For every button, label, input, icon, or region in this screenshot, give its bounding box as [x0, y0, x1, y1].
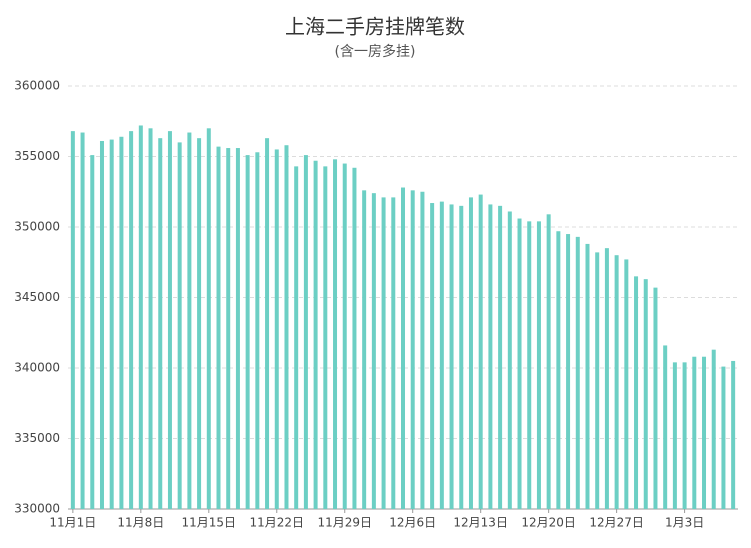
bar: [90, 155, 95, 509]
bar: [255, 152, 260, 509]
bar: [206, 128, 211, 510]
x-tick-label: 1月3日: [665, 516, 704, 530]
bar: [634, 276, 639, 509]
bar: [468, 197, 473, 509]
x-tick-label: 11月8日: [117, 516, 164, 530]
bar: [197, 138, 202, 510]
bar: [401, 187, 405, 509]
bar: [352, 167, 357, 509]
bar: [420, 191, 425, 509]
bar: [663, 345, 668, 509]
bar: [731, 360, 736, 509]
bar: [294, 166, 299, 509]
bar: [488, 204, 493, 509]
bar: [643, 279, 648, 509]
bar: [70, 131, 75, 509]
bar: [119, 136, 124, 509]
bar: [323, 166, 328, 509]
chart-title: 上海二手房挂牌笔数: [285, 15, 465, 39]
y-tick-label: 340000: [14, 361, 60, 375]
bar: [187, 132, 192, 509]
bar: [284, 145, 289, 509]
y-tick-label: 355000: [14, 149, 60, 163]
bar: [226, 148, 231, 510]
y-tick-label: 360000: [14, 79, 60, 93]
x-tick-label: 11月1日: [49, 516, 96, 530]
bar: [216, 146, 221, 509]
x-tick-label: 11月15日: [182, 516, 237, 530]
bar: [682, 362, 687, 509]
bar: [721, 366, 726, 509]
bar: [507, 211, 512, 510]
bar: [362, 190, 367, 509]
bar: [692, 356, 697, 509]
x-tick-label: 12月27日: [589, 516, 644, 530]
bar: [313, 160, 318, 510]
chart-subtitle: (含一房多挂): [335, 43, 416, 60]
bar: [274, 149, 279, 509]
bar: [371, 193, 376, 509]
bar: [439, 201, 444, 509]
bar: [624, 259, 629, 509]
bar: [498, 205, 503, 509]
bar: [410, 190, 415, 509]
bar: [702, 356, 707, 509]
bar: [430, 203, 435, 509]
bar: [449, 204, 454, 509]
x-tick-label: 12月13日: [453, 516, 508, 530]
bar: [517, 218, 522, 510]
bar: [391, 197, 396, 509]
bar: [158, 138, 163, 510]
bar: [265, 138, 270, 510]
bar: [575, 236, 580, 509]
bar: [333, 159, 338, 509]
bar: [566, 234, 571, 510]
y-tick-label: 345000: [14, 290, 60, 304]
bar: [604, 248, 609, 509]
y-tick-label: 335000: [14, 431, 60, 445]
y-tick-label: 330000: [14, 502, 60, 516]
bar: [381, 197, 386, 509]
bar: [614, 255, 619, 509]
bar: [342, 163, 347, 510]
bar: [459, 205, 464, 509]
bar: [245, 155, 250, 509]
bar: [235, 148, 240, 510]
bar: [556, 231, 561, 510]
bar: [527, 221, 532, 510]
bar: [595, 252, 600, 509]
y-tick-label: 350000: [14, 220, 60, 234]
bar: [99, 140, 104, 510]
bar: [167, 131, 172, 509]
bar: [585, 243, 590, 510]
bar: [109, 139, 114, 509]
bar: [536, 221, 541, 510]
bar: [546, 214, 551, 509]
bar: [478, 194, 483, 509]
x-tick-label: 12月20日: [521, 516, 576, 530]
x-tick-label: 11月29日: [317, 516, 372, 530]
bar: [177, 142, 182, 509]
bar: [653, 287, 658, 509]
bar: [80, 132, 85, 509]
bar: [138, 125, 143, 509]
bar: [711, 349, 716, 509]
x-tick-label: 11月22日: [249, 516, 304, 530]
bar: [129, 131, 134, 509]
bar: [303, 155, 308, 509]
x-tick-label: 12月6日: [389, 516, 436, 530]
bar: [672, 362, 677, 509]
bar: [148, 128, 153, 510]
